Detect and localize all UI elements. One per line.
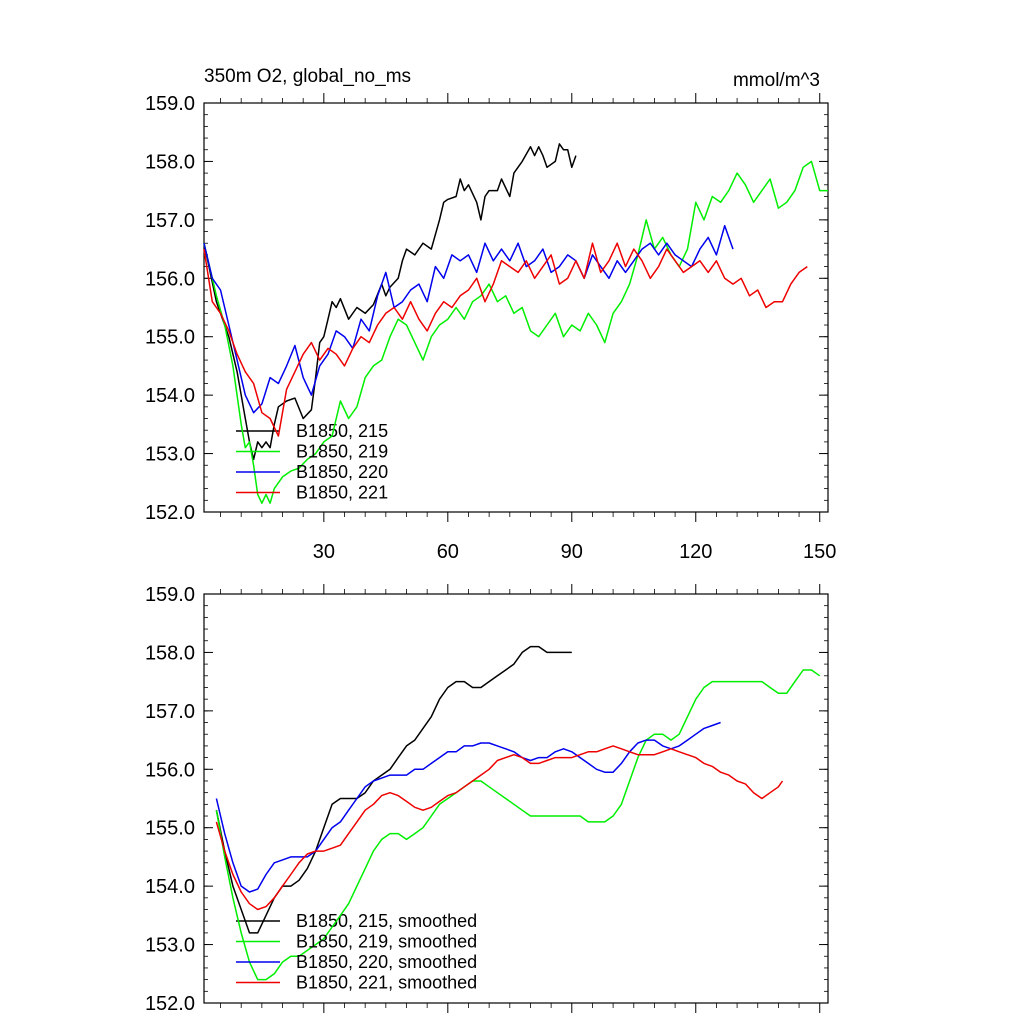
y-tick-label: 159.0 [145,584,195,606]
x-tick-label: 120 [679,541,712,563]
y-tick-label: 152.0 [145,502,195,524]
units-label: mmol/m^3 [733,70,820,91]
y-tick-label: 157.0 [145,701,195,723]
series-line-B1850_221 [215,745,784,911]
series-line-B1850_219 [215,669,821,981]
legend-label: B1850, 221, smoothed [296,973,477,993]
y-tick-label: 158.0 [145,151,195,173]
y-tick-label: 159.0 [145,93,195,115]
x-tick-label: 150 [803,541,836,563]
series-line-B1850_220 [215,721,721,893]
y-tick-label: 155.0 [145,818,195,840]
bottom-panel-smoothed: 152.0 153.0 154.0 155.0 156.0 157.0 158.0 159.0… [145,584,829,1015]
series-line-B1850_221 [203,242,808,437]
plot-frame [203,593,829,1004]
legend-label: B1850, 220 [296,462,388,482]
series-line-B1850_215 [215,645,572,934]
legend-label: B1850, 215 [296,421,388,441]
series-line-B1850_215 [203,143,577,461]
series-line-B1850_220 [203,224,734,414]
x-tick-label: 30 [313,541,335,563]
y-tick-label: 154.0 [145,876,195,898]
y-tick-label: 153.0 [145,444,195,466]
legend-label: B1850, 221 [296,483,388,503]
y-tick-label: 156.0 [145,268,195,290]
y-tick-label: 154.0 [145,385,195,407]
x-tick-label: 60 [437,541,459,563]
plot-frame [203,102,829,513]
legend-label: B1850, 219 [296,442,388,462]
y-tick-label: 158.0 [145,642,195,664]
top-panel-raw: 152.0 153.0 154.0 155.0 156.0 157.0 158.0 159.0… [145,93,836,563]
legend-label: B1850, 215, smoothed [296,911,477,931]
x-tick-label: 90 [561,541,583,563]
series-line-B1850_219 [203,160,828,504]
legend-label: B1850, 219, smoothed [296,932,477,952]
y-tick-label: 155.0 [145,327,195,349]
y-tick-label: 152.0 [145,993,195,1015]
legend-label: B1850, 220, smoothed [296,952,477,972]
y-tick-label: 153.0 [145,935,195,957]
y-tick-label: 157.0 [145,210,195,232]
chart-title: 350m O2, global_no_ms [204,66,411,87]
y-tick-label: 156.0 [145,759,195,781]
